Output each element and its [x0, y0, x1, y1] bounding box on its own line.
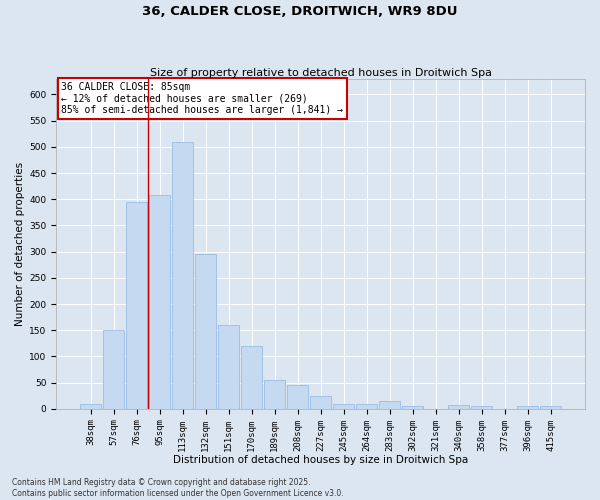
Bar — [218, 325, 239, 409]
Bar — [195, 254, 216, 409]
X-axis label: Distribution of detached houses by size in Droitwich Spa: Distribution of detached houses by size … — [173, 455, 468, 465]
Bar — [540, 406, 561, 409]
Bar — [126, 202, 147, 409]
Y-axis label: Number of detached properties: Number of detached properties — [15, 162, 25, 326]
Bar — [356, 404, 377, 409]
Text: Contains HM Land Registry data © Crown copyright and database right 2025.
Contai: Contains HM Land Registry data © Crown c… — [12, 478, 344, 498]
Bar — [80, 404, 101, 409]
Bar — [471, 406, 492, 409]
Bar — [448, 404, 469, 409]
Bar — [264, 380, 285, 409]
Bar — [241, 346, 262, 409]
Bar — [333, 404, 354, 409]
Bar — [172, 142, 193, 409]
Bar — [402, 406, 423, 409]
Bar — [517, 406, 538, 409]
Text: 36 CALDER CLOSE: 85sqm
← 12% of detached houses are smaller (269)
85% of semi-de: 36 CALDER CLOSE: 85sqm ← 12% of detached… — [61, 82, 343, 116]
Bar — [287, 386, 308, 409]
Bar — [379, 401, 400, 409]
Text: 36, CALDER CLOSE, DROITWICH, WR9 8DU: 36, CALDER CLOSE, DROITWICH, WR9 8DU — [142, 5, 458, 18]
Title: Size of property relative to detached houses in Droitwich Spa: Size of property relative to detached ho… — [149, 68, 491, 78]
Bar — [103, 330, 124, 409]
Bar — [310, 396, 331, 409]
Bar — [149, 195, 170, 409]
